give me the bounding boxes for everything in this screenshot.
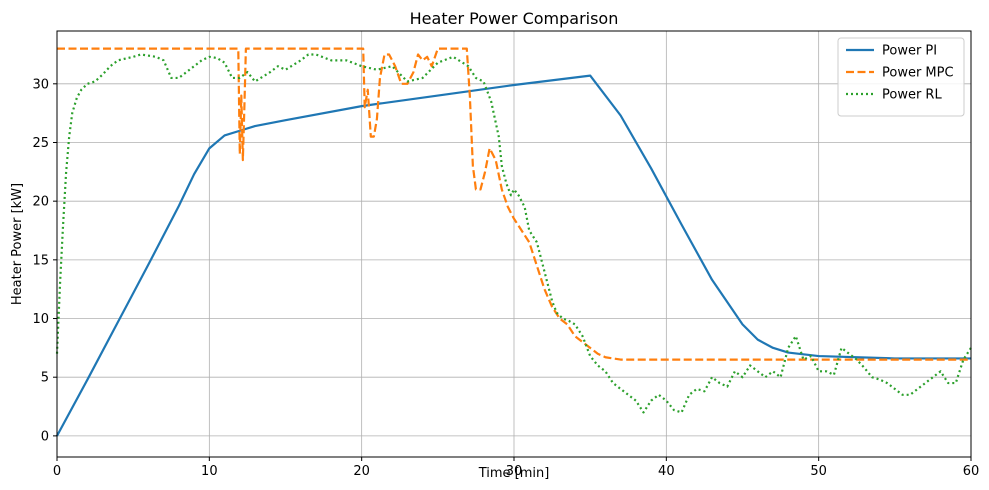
- series-line-power-mpc: [57, 47, 971, 361]
- ticks: 0 10 20 30 40 50 60 0 5 10 15 20 25 30: [32, 77, 979, 479]
- y-tick-label: 15: [32, 253, 49, 268]
- y-tick-label: 0: [41, 429, 49, 444]
- y-tick-label: 25: [32, 136, 49, 151]
- legend-label: Power RL: [882, 88, 942, 103]
- legend-box: [837, 37, 965, 117]
- legend-label: Power PI: [882, 44, 937, 59]
- x-tick-label: 50: [810, 464, 827, 479]
- series-line-power-pi: [56, 74, 971, 437]
- y-tick-label: 10: [32, 312, 49, 327]
- x-tick-label: 0: [53, 464, 61, 479]
- x-tick-label: 30: [506, 464, 523, 479]
- legend-label: Power MPC: [882, 66, 954, 81]
- chart-title: Heater Power Comparison: [410, 9, 619, 28]
- plot-area: [55, 47, 972, 437]
- x-tick-label: 20: [353, 464, 370, 479]
- x-tick-label: 60: [963, 464, 980, 479]
- x-axis-label: Time [min]: [478, 466, 550, 481]
- y-tick-label: 30: [32, 77, 49, 92]
- y-tick-label: 20: [32, 195, 49, 210]
- x-tick-label: 40: [658, 464, 675, 479]
- x-tick-label: 10: [201, 464, 218, 479]
- series-line-power-rl: [55, 53, 972, 414]
- grid: [56, 31, 972, 457]
- y-tick-label: 5: [41, 371, 49, 386]
- legend: Power PI Power MPC Power RL: [837, 37, 965, 117]
- y-axis-label: Heater Power [kW]: [10, 183, 25, 305]
